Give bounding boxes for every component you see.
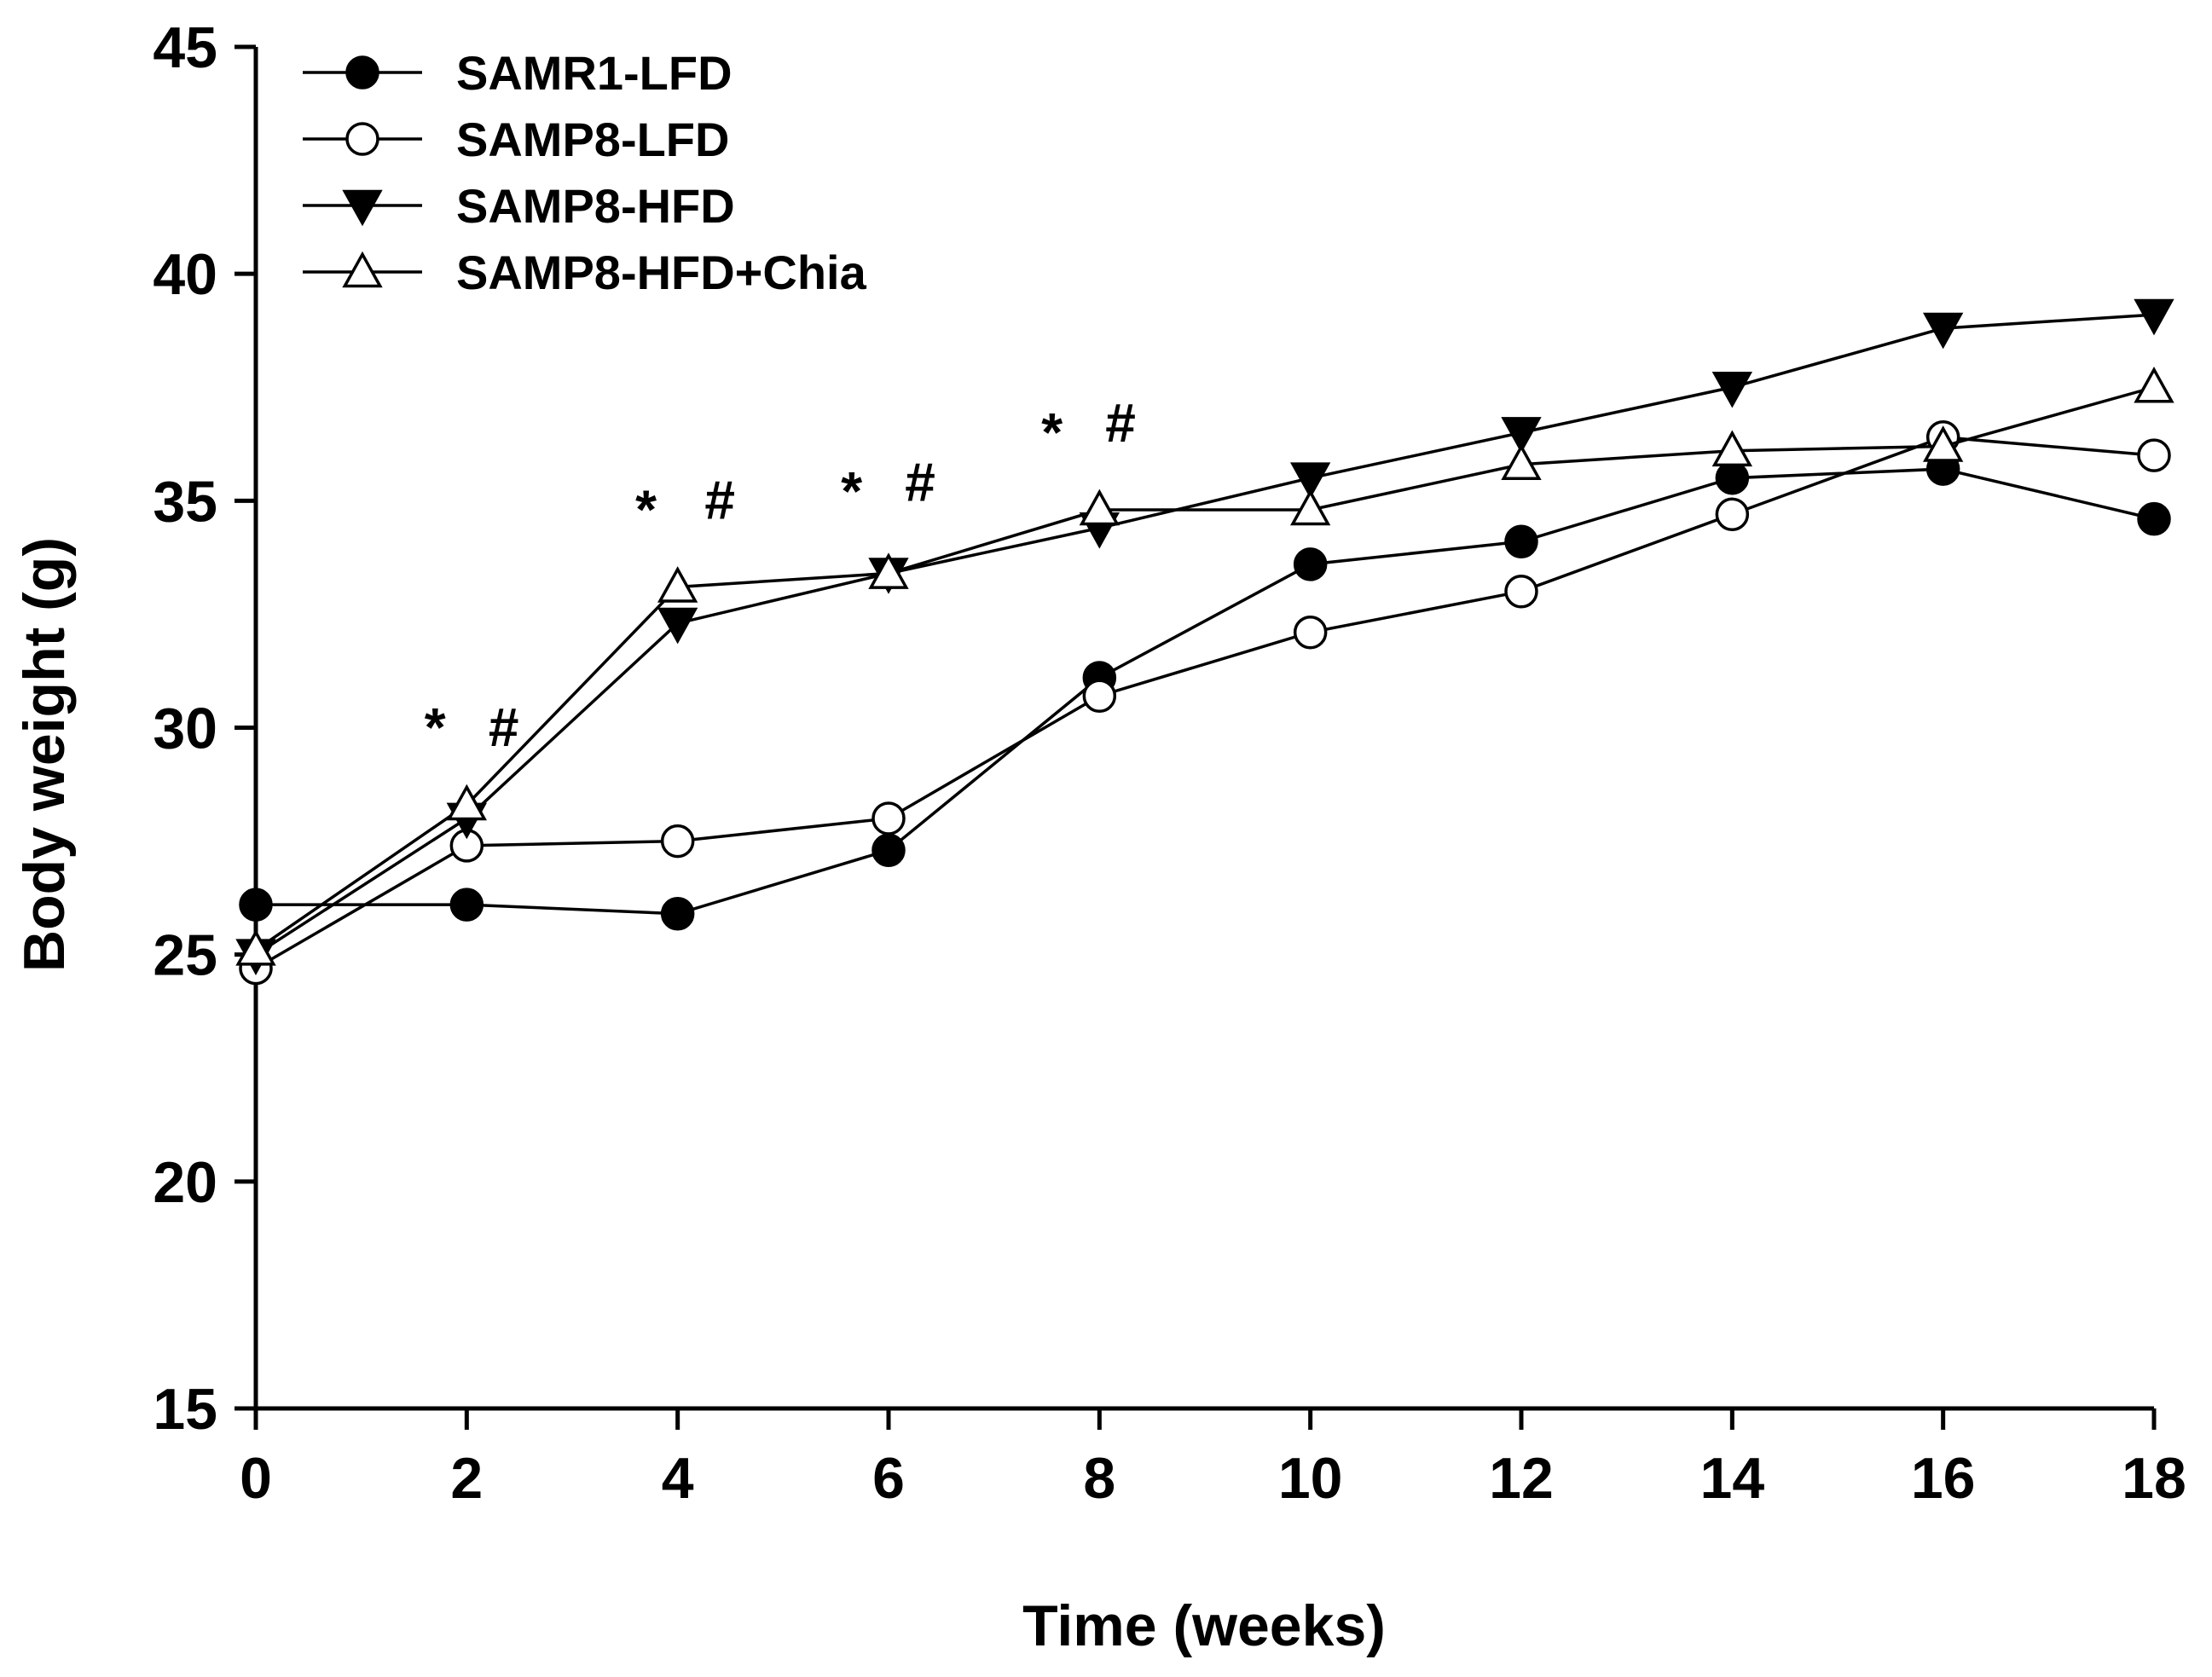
y-axis-title: Body weight (g) — [12, 537, 77, 972]
data-point — [235, 929, 276, 966]
data-point — [868, 552, 909, 589]
data-point — [1289, 462, 1331, 500]
data-point — [1293, 547, 1328, 581]
data-point — [657, 566, 698, 603]
significance-asterisk: * — [425, 697, 446, 758]
series-line — [255, 436, 2155, 970]
data-point — [871, 833, 906, 867]
x-tick-label: 12 — [1489, 1446, 1554, 1511]
y-tick-label: 15 — [153, 1377, 217, 1442]
data-point — [1711, 430, 1753, 467]
x-tick-label: 8 — [1083, 1446, 1115, 1511]
legend-label: SAMP8-HFD — [456, 179, 735, 233]
data-point — [2134, 298, 2174, 336]
series-line — [255, 385, 2155, 951]
series-line — [256, 467, 2155, 916]
legend-item-samr1-lfd: SAMR1-LFD — [303, 46, 733, 100]
x-tick-label: 16 — [1911, 1446, 1976, 1511]
series-layer — [235, 298, 2174, 986]
data-point — [657, 607, 698, 645]
x-tick-label: 6 — [872, 1446, 905, 1511]
data-point — [1289, 489, 1331, 526]
significance-hash: # — [1105, 392, 1136, 454]
data-point — [2137, 438, 2171, 472]
series-samp8-hfd-chia — [235, 366, 2174, 966]
y-tick-label: 20 — [153, 1150, 217, 1215]
annotations-layer: * # * # * # * # — [425, 392, 1136, 758]
x-tick-label: 0 — [240, 1446, 272, 1511]
data-point — [871, 801, 906, 836]
data-point — [446, 784, 488, 821]
legend-item-samp8-hfd: SAMP8-HFD — [303, 179, 735, 233]
legend-item-samp8-lfd: SAMP8-LFD — [303, 113, 729, 166]
x-tick-label: 14 — [1700, 1446, 1765, 1511]
series-samr1-lfd — [239, 452, 2171, 931]
x-axis-title: Time (weeks) — [1022, 1593, 1386, 1658]
axes-layer: 15 20 25 30 35 40 45 0 2 4 6 8 10 12 14 16 18 — [153, 15, 2186, 1511]
y-tick-label: 35 — [153, 469, 217, 534]
legend-marker — [342, 189, 383, 227]
series-samp8-hfd — [235, 298, 2174, 975]
data-point — [1079, 489, 1120, 526]
y-tick-label: 25 — [153, 923, 217, 988]
data-point — [660, 824, 695, 859]
legend-marker — [345, 55, 379, 90]
data-point — [1922, 312, 1964, 350]
data-point — [449, 888, 484, 922]
data-point — [1501, 443, 1542, 481]
legend-marker — [345, 122, 379, 156]
series-line — [255, 313, 2155, 957]
x-tick-label: 18 — [2122, 1446, 2186, 1511]
legend-label: SAMR1-LFD — [456, 46, 733, 100]
data-point — [1082, 679, 1117, 713]
significance-hash: # — [704, 470, 735, 531]
y-tick-label: 30 — [153, 697, 217, 761]
data-point — [1504, 524, 1538, 558]
legend: SAMR1-LFD SAMP8-LFD SAMP8-HFD SAMP8-HFD+Chi… — [303, 46, 867, 299]
significance-hash: # — [905, 451, 935, 512]
data-point — [1715, 497, 1750, 532]
legend-label: SAMP8-HFD+Chia — [456, 246, 867, 299]
data-point — [660, 897, 695, 931]
legend-marker — [342, 251, 383, 288]
legend-item-samp8-hfd-chia: SAMP8-HFD+Chia — [303, 246, 867, 299]
data-point — [1504, 575, 1538, 609]
significance-asterisk: * — [635, 478, 657, 540]
data-point — [1501, 417, 1542, 454]
legend-label: SAMP8-LFD — [456, 113, 729, 166]
significance-hash: # — [489, 697, 519, 758]
data-point — [1715, 460, 1750, 495]
data-point — [2137, 501, 2171, 536]
data-point — [239, 888, 273, 922]
y-tick-label: 40 — [153, 242, 217, 307]
data-point — [1711, 371, 1753, 408]
x-tick-label: 2 — [450, 1446, 483, 1511]
data-point — [1922, 425, 1964, 462]
series-samp8-lfd — [239, 420, 2171, 986]
y-tick-label: 45 — [153, 15, 217, 80]
x-tick-label: 10 — [1278, 1446, 1343, 1511]
data-point — [1293, 615, 1328, 650]
data-point — [2134, 366, 2174, 403]
significance-asterisk: * — [1041, 402, 1063, 463]
x-tick-label: 4 — [662, 1446, 694, 1511]
significance-asterisk: * — [841, 460, 862, 522]
